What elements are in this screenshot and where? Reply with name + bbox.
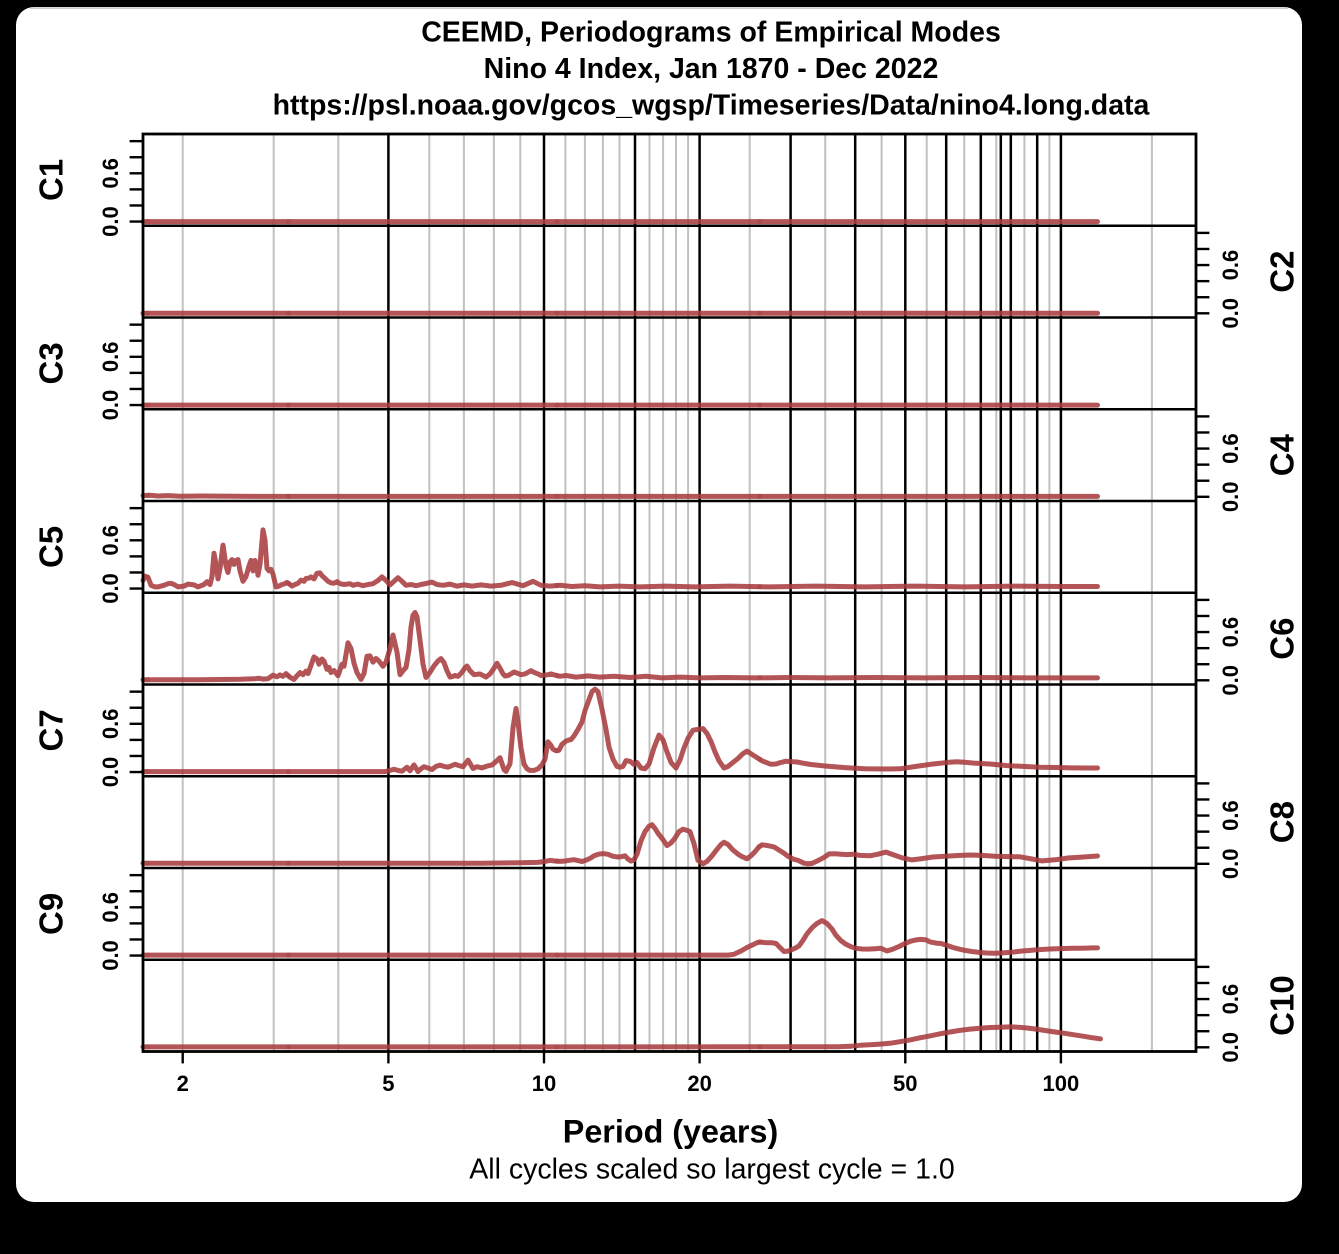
svg-text:0.0: 0.0 bbox=[98, 940, 123, 971]
svg-text:C6: C6 bbox=[1263, 618, 1300, 660]
svg-text:C7: C7 bbox=[33, 709, 70, 751]
svg-text:0.6: 0.6 bbox=[98, 158, 123, 189]
svg-text:0.6: 0.6 bbox=[1218, 617, 1243, 648]
svg-text:0.0: 0.0 bbox=[98, 206, 123, 237]
svg-text:Nino 4 Index, Jan 1870 - Dec 2: Nino 4 Index, Jan 1870 - Dec 2022 bbox=[484, 53, 939, 85]
svg-text:C3: C3 bbox=[33, 342, 70, 384]
svg-text:20: 20 bbox=[687, 1071, 711, 1096]
svg-text:2: 2 bbox=[177, 1071, 189, 1096]
svg-text:C2: C2 bbox=[1263, 251, 1300, 293]
svg-text:CEEMD, Periodograms of Empiric: CEEMD, Periodograms of Empirical Modes bbox=[421, 17, 1001, 49]
svg-text:C9: C9 bbox=[33, 893, 70, 935]
svg-text:0.6: 0.6 bbox=[1218, 433, 1243, 464]
svg-text:0.0: 0.0 bbox=[1218, 849, 1243, 880]
svg-text:C5: C5 bbox=[33, 526, 70, 568]
svg-text:C4: C4 bbox=[1263, 433, 1300, 476]
svg-text:0.0: 0.0 bbox=[1218, 298, 1243, 329]
svg-text:50: 50 bbox=[893, 1071, 917, 1096]
svg-text:100: 100 bbox=[1043, 1071, 1080, 1096]
svg-text:0.6: 0.6 bbox=[98, 709, 123, 740]
svg-text:10: 10 bbox=[532, 1071, 556, 1096]
svg-text:0.6: 0.6 bbox=[98, 342, 123, 373]
svg-text:C1: C1 bbox=[33, 159, 70, 201]
svg-text:0.6: 0.6 bbox=[1218, 250, 1243, 281]
svg-text:https://psl.noaa.gov/gcos_wgsp: https://psl.noaa.gov/gcos_wgsp/Timeserie… bbox=[273, 90, 1151, 122]
svg-text:0.6: 0.6 bbox=[98, 892, 123, 923]
svg-text:C10: C10 bbox=[1263, 975, 1300, 1036]
svg-text:0.6: 0.6 bbox=[98, 525, 123, 556]
svg-text:All cycles scaled so largest c: All cycles scaled so largest cycle = 1.0 bbox=[469, 1154, 955, 1186]
svg-text:0.6: 0.6 bbox=[1218, 984, 1243, 1015]
svg-text:0.0: 0.0 bbox=[1218, 1032, 1243, 1063]
svg-text:0.6: 0.6 bbox=[1218, 800, 1243, 831]
svg-text:5: 5 bbox=[382, 1071, 394, 1096]
svg-text:C8: C8 bbox=[1263, 801, 1300, 843]
svg-text:0.0: 0.0 bbox=[98, 573, 123, 604]
svg-text:0.0: 0.0 bbox=[1218, 665, 1243, 696]
svg-text:Period (years): Period (years) bbox=[563, 1114, 778, 1150]
svg-text:0.0: 0.0 bbox=[98, 757, 123, 788]
svg-text:0.0: 0.0 bbox=[98, 390, 123, 421]
svg-text:0.0: 0.0 bbox=[1218, 482, 1243, 513]
